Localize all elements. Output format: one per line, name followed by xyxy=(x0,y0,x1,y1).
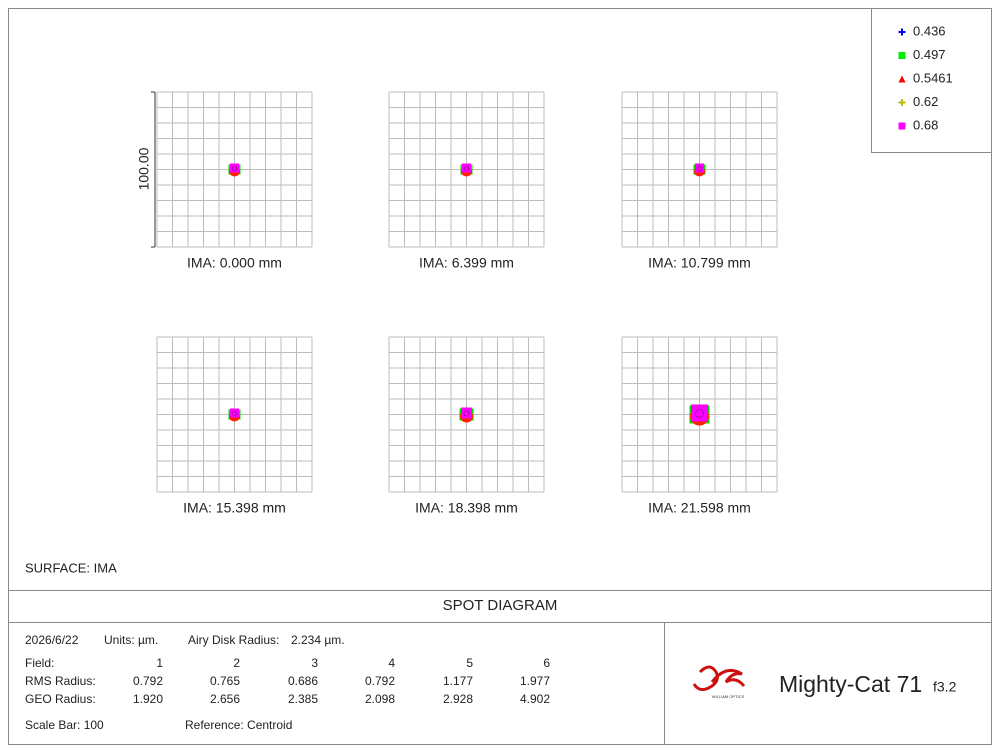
spot-panel xyxy=(388,91,545,248)
spot xyxy=(230,163,239,173)
spot-panel xyxy=(156,336,313,493)
panel-label: IMA: 0.000 mm xyxy=(187,255,282,271)
table-value: 4.902 xyxy=(520,692,550,706)
spot xyxy=(462,163,471,173)
f-ratio: f3.2 xyxy=(933,679,957,695)
table-value: 0.792 xyxy=(365,674,395,688)
table-value: 0.792 xyxy=(133,674,163,688)
spot xyxy=(463,165,470,172)
spot xyxy=(695,163,704,173)
logo-swoosh xyxy=(692,665,746,691)
legend-marker xyxy=(898,99,906,106)
diagram-title: SPOT DIAGRAM xyxy=(443,597,558,614)
legend-label: 0.62 xyxy=(913,94,938,109)
spot-panel xyxy=(621,91,778,248)
table-value: 2.385 xyxy=(288,692,318,706)
spot xyxy=(694,408,705,419)
table-value: 2.098 xyxy=(365,692,395,706)
logo-maker: WILLIAM OPTICS xyxy=(712,694,745,699)
spot-panel xyxy=(388,336,545,493)
panel-label: IMA: 10.799 mm xyxy=(648,255,751,271)
table-value: 5 xyxy=(466,656,473,670)
logo: WILLIAM OPTICS xyxy=(692,665,746,699)
airy-label: Airy Disk Radius: xyxy=(188,633,279,647)
product-name: Mighty-Cat 71 xyxy=(779,671,922,697)
airy-value: 2.234 µm. xyxy=(291,633,345,647)
spot xyxy=(463,410,470,417)
spot xyxy=(461,407,472,419)
legend-box xyxy=(871,8,992,153)
spot xyxy=(696,165,703,172)
table-value: 0.686 xyxy=(288,674,318,688)
reference: Reference: Centroid xyxy=(185,718,292,732)
table-value: 1 xyxy=(156,656,163,670)
legend-label: 0.68 xyxy=(913,117,938,132)
panel-label: IMA: 18.398 mm xyxy=(415,500,518,516)
panel-label: IMA: 15.398 mm xyxy=(183,500,286,516)
legend-marker xyxy=(898,122,906,130)
table-value: 0.765 xyxy=(210,674,240,688)
table-value: 1.177 xyxy=(443,674,473,688)
scale-bar: Scale Bar: 100 xyxy=(25,718,104,732)
table-value: 1.920 xyxy=(133,692,163,706)
spot xyxy=(231,165,238,172)
surface-label: SURFACE: IMA xyxy=(25,560,117,575)
scale-label: 100.00 xyxy=(136,147,152,190)
spot-panel xyxy=(156,91,313,248)
table-label: RMS Radius: xyxy=(25,674,96,688)
legend-marker xyxy=(898,28,906,36)
table-value: 2.656 xyxy=(210,692,240,706)
table-value: 2 xyxy=(233,656,240,670)
spot xyxy=(231,410,238,417)
panel-label: IMA: 6.399 mm xyxy=(419,255,514,271)
outer-frame xyxy=(8,8,992,745)
spot-panel xyxy=(621,336,778,493)
legend-label: 0.436 xyxy=(913,23,946,38)
table-label: GEO Radius: xyxy=(25,692,96,706)
table-value: 4 xyxy=(388,656,395,670)
spot xyxy=(230,408,239,418)
legend-marker xyxy=(898,75,906,83)
legend-label: 0.497 xyxy=(913,47,946,62)
units: Units: µm. xyxy=(104,633,158,647)
table-value: 6 xyxy=(543,656,550,670)
table-value: 2.928 xyxy=(443,692,473,706)
table-label: Field: xyxy=(25,656,54,670)
table-value: 3 xyxy=(311,656,318,670)
date: 2026/6/22 xyxy=(25,633,79,647)
panel-label: IMA: 21.598 mm xyxy=(648,500,751,516)
legend-marker xyxy=(898,52,906,59)
table-value: 1.977 xyxy=(520,674,550,688)
spot xyxy=(691,404,708,422)
legend-label: 0.5461 xyxy=(913,70,953,85)
